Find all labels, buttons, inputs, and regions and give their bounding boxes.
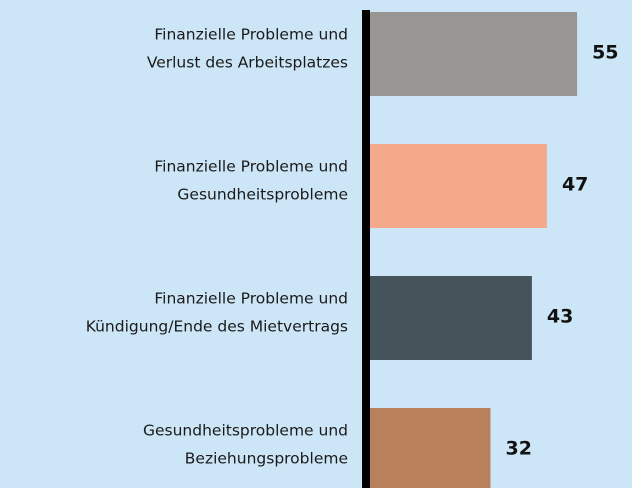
category-label: Verlust des Arbeitsplatzes	[147, 54, 348, 72]
category-label: Gesundheitsprobleme	[177, 186, 348, 204]
category-label: Finanzielle Probleme und	[154, 158, 348, 176]
value-label: 47	[562, 174, 588, 196]
value-label: 43	[547, 306, 573, 328]
category-label: Beziehungsprobleme	[185, 450, 348, 468]
value-label: 32	[505, 438, 531, 460]
axis-line	[362, 10, 370, 488]
category-label: Gesundheitsprobleme und	[143, 422, 348, 440]
category-label: Finanzielle Probleme und	[154, 26, 348, 44]
bar	[370, 144, 547, 228]
value-label: 55	[592, 42, 618, 64]
bar	[370, 276, 532, 360]
category-label: Finanzielle Probleme und	[154, 290, 348, 308]
category-label: Kündigung/Ende des Mietvertrags	[86, 318, 348, 336]
bar	[370, 12, 578, 96]
bar	[370, 408, 491, 488]
